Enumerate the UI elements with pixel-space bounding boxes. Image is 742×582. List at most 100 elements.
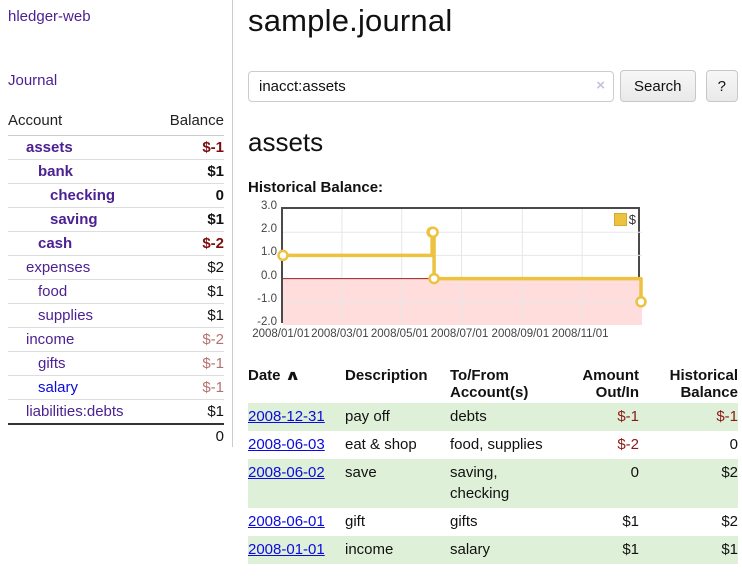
legend-label: $ <box>628 212 636 227</box>
transaction-amount: $1 <box>622 513 639 530</box>
register-table-header: Date ∧ Description To/From Account(s) Amo… <box>248 365 738 403</box>
account-row: food $1 <box>8 279 224 304</box>
transaction-date: 2008-06-01 <box>248 508 345 536</box>
x-axis-tick: 2008/07/01 <box>430 328 489 340</box>
register-header-date[interactable]: Date ∧ <box>248 367 301 384</box>
account-balance: $1 <box>207 163 224 180</box>
transaction-balance: $2 <box>721 463 738 481</box>
transaction-row[interactable]: 2008-06-01 gift gifts $1 $2 <box>248 508 738 536</box>
transaction-date: 2008-06-03 <box>248 431 345 459</box>
sidebar: hledger-web Journal Account Balance asse… <box>0 0 233 447</box>
accounts-total-value: 0 <box>215 427 224 445</box>
transaction-amount: 0 <box>630 463 639 481</box>
account-row: assets $-1 <box>8 136 224 160</box>
transaction-balance: 0 <box>729 435 738 453</box>
transaction-balance: $2 <box>721 513 738 530</box>
search-form: × Search ? <box>248 70 738 102</box>
sort-asc-icon: ∧ <box>284 367 301 383</box>
y-axis-tick: 1.0 <box>261 246 277 259</box>
account-row: supplies $1 <box>8 303 224 328</box>
sidebar-nav: Journal <box>8 72 224 89</box>
transaction-balance: $1 <box>721 540 738 558</box>
chart-title: Historical Balance: <box>248 179 384 196</box>
app-title: hledger-web <box>8 8 224 25</box>
account-row: income $-2 <box>8 327 224 352</box>
transaction-description: save <box>345 463 377 481</box>
x-axis-tick: 2008/01/01 <box>252 328 310 340</box>
account-link[interactable]: assets <box>26 139 73 156</box>
accounts-table-header: Account Balance <box>8 109 224 136</box>
account-link[interactable]: checking <box>50 187 116 204</box>
register-header-accounts: To/From Account(s) <box>450 367 529 401</box>
search-button[interactable]: Search <box>620 70 696 102</box>
y-axis-tick: 3.0 <box>261 200 277 212</box>
accounts-total-row: 0 <box>8 423 224 448</box>
help-button[interactable]: ? <box>705 70 738 102</box>
account-row: saving $1 <box>8 207 224 232</box>
account-link[interactable]: liabilities:debts <box>26 402 124 420</box>
transaction-description: income <box>345 540 394 558</box>
account-row: expenses $2 <box>8 255 224 280</box>
transaction-accounts: debts <box>450 408 487 425</box>
x-axis-tick: 2008/03/01 <box>311 328 369 340</box>
main-content: sample.journal × Search ? assets Histori… <box>248 0 738 564</box>
sidebar-item-journal[interactable]: Journal <box>8 72 58 89</box>
transaction-date-link[interactable]: 2008-06-02 <box>248 463 325 481</box>
transaction-accounts: salary <box>450 540 491 558</box>
account-balance: $-1 <box>202 355 224 372</box>
transaction-accounts: saving, checking <box>450 463 510 503</box>
app-title-link[interactable]: hledger-web <box>8 8 91 25</box>
chart-legend: $ <box>611 211 638 228</box>
account-link[interactable]: food <box>38 283 68 300</box>
account-link[interactable]: saving <box>50 211 98 228</box>
clear-search-icon[interactable]: × <box>596 76 605 94</box>
y-axis-tick: 0.0 <box>261 269 277 282</box>
accounts-table: Account Balance assets $-1 bank $1 checking 0… <box>8 109 224 448</box>
accounts-header-account: Account <box>8 109 156 136</box>
transaction-row[interactable]: 2008-12-31 pay off debts $-1 $-1 <box>248 403 738 431</box>
account-link[interactable]: cash <box>38 235 73 252</box>
transaction-row[interactable]: 2008-06-02 save saving, checking 0 $2 <box>248 458 738 509</box>
transaction-amount: $-2 <box>617 435 639 453</box>
account-link[interactable]: bank <box>38 163 74 180</box>
account-heading: assets <box>248 127 324 157</box>
chart-series-svg <box>277 209 647 325</box>
account-link[interactable]: expenses <box>26 259 91 276</box>
register-header-description: Description <box>345 367 428 384</box>
account-link[interactable]: income <box>26 331 75 348</box>
account-balance: $-1 <box>202 379 224 396</box>
transaction-date: 2008-06-02 <box>248 459 345 509</box>
transaction-balance: $-1 <box>716 408 738 425</box>
y-axis-tick: 2.0 <box>261 223 277 236</box>
transaction-amount: $-1 <box>617 408 639 425</box>
account-row: salary $-1 <box>8 375 224 400</box>
page-title: sample.journal <box>248 3 453 38</box>
transaction-row[interactable]: 2008-01-01 income salary $1 $1 <box>248 535 738 564</box>
x-axis-tick: 2008/05/01 <box>370 328 429 340</box>
transaction-description: pay off <box>345 408 390 425</box>
account-row: cash $-2 <box>8 231 224 256</box>
account-balance: $1 <box>207 402 224 420</box>
y-axis-tick: -2.0 <box>257 316 277 328</box>
transaction-description: eat & shop <box>345 435 417 453</box>
accounts-header-balance: Balance <box>155 109 224 136</box>
search-input[interactable] <box>248 70 614 102</box>
legend-swatch-icon <box>613 213 627 226</box>
y-axis-tick: -1.0 <box>257 292 277 305</box>
account-link[interactable]: salary <box>38 379 79 396</box>
account-row: checking 0 <box>8 183 224 208</box>
account-link[interactable]: supplies <box>38 307 94 324</box>
account-row: bank $1 <box>8 159 224 184</box>
x-axis-tick: 2008/11/01 <box>551 328 609 340</box>
historical-balance-chart: 3.0 2.0 1.0 0.0 -1.0 -2.0 $ 2008/01/01 2008/03… <box>248 200 738 343</box>
account-balance: $-2 <box>202 331 224 348</box>
account-row: gifts $-1 <box>8 351 224 376</box>
transaction-date-link[interactable]: 2008-06-03 <box>248 435 325 453</box>
transaction-date-link[interactable]: 2008-12-31 <box>248 408 325 425</box>
transaction-date-link[interactable]: 2008-06-01 <box>248 513 325 530</box>
account-balance: $2 <box>207 259 224 276</box>
account-link[interactable]: gifts <box>38 355 66 372</box>
account-balance: $-2 <box>202 235 224 252</box>
transaction-date-link[interactable]: 2008-01-01 <box>248 540 325 558</box>
transaction-row[interactable]: 2008-06-03 eat & shop food, supplies $-2 0 <box>248 431 738 459</box>
